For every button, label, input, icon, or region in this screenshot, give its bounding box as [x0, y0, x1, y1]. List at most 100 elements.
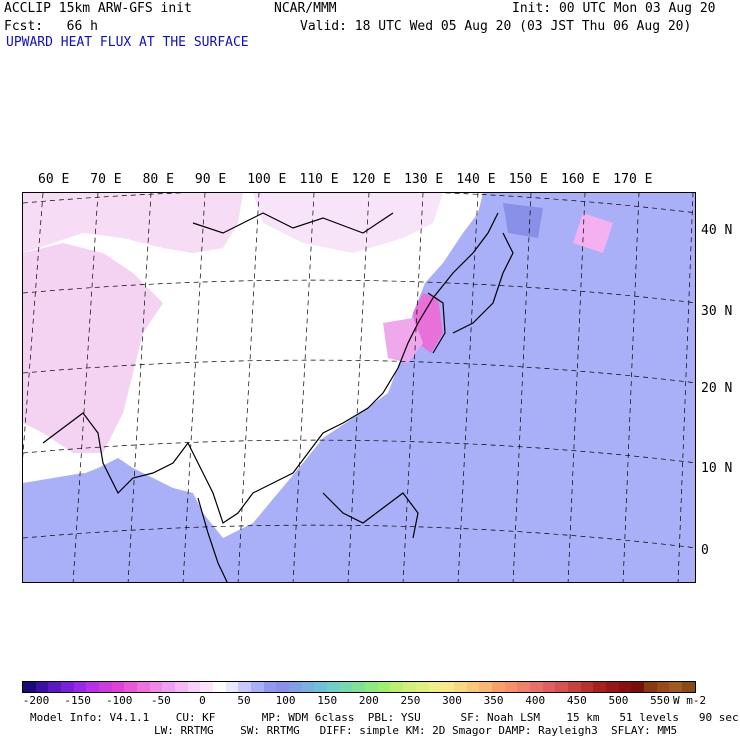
- longitude-label: 150 E: [508, 172, 548, 187]
- okhotsk-patch: [503, 203, 543, 238]
- colorbar-tick: 350: [483, 694, 504, 707]
- field-title: UPWARD HEAT FLUX AT THE SURFACE: [6, 35, 249, 50]
- colorbar-swatch: [162, 682, 176, 692]
- longitude-label: 140 E: [456, 172, 496, 187]
- colorbar-swatch: [327, 682, 340, 692]
- colorbar-tick: 250: [400, 694, 421, 707]
- colorbar-tick: 150: [317, 694, 338, 707]
- longitude-label: 120 E: [351, 172, 391, 187]
- center-name: NCAR/MMM: [274, 1, 337, 16]
- colorbar-swatch: [187, 682, 201, 692]
- bay-of-bengal: [23, 473, 143, 582]
- colorbar-swatch: [314, 682, 328, 692]
- colorbar-swatch: [542, 682, 556, 692]
- colorbar-swatch: [441, 682, 454, 692]
- colorbar-swatch: [631, 682, 644, 692]
- longitude-label: 100 E: [247, 172, 287, 187]
- valid-time: Valid: 18 UTC Wed 05 Aug 20 (03 JST Thu …: [300, 19, 692, 34]
- colorbar-swatch: [48, 682, 62, 692]
- model-info-line2: LW: RRTMG SW: RRTMG DIFF: simple KM: 2D …: [154, 724, 678, 737]
- colorbar-swatch: [213, 682, 226, 692]
- colorbar-swatch: [618, 682, 632, 692]
- model-info-line1: Model Info: V4.1.1 CU: KF MP: WDM 6class…: [30, 711, 739, 724]
- colorbar-swatch: [61, 682, 74, 692]
- latitude-label: 30 N: [701, 304, 733, 319]
- colorbar-swatch: [99, 682, 112, 692]
- longitude-label: 90 E: [194, 172, 227, 187]
- colorbar-swatch: [225, 682, 239, 692]
- colorbar-swatch: [681, 682, 695, 692]
- colorbar-tick: 50: [237, 694, 251, 707]
- colorbar-swatch: [137, 682, 150, 692]
- heat-flux-map: [23, 193, 695, 582]
- colorbar-swatch: [35, 682, 49, 692]
- model-title: ACCLIP 15km ARW-GFS init: [4, 1, 192, 16]
- colorbar: [22, 681, 696, 693]
- colorbar-swatch: [276, 682, 290, 692]
- colorbar-swatch: [517, 682, 530, 692]
- colorbar-swatch: [86, 682, 100, 692]
- longitude-label: 70 E: [90, 172, 122, 187]
- latitude-label: 40 N: [701, 223, 733, 238]
- colorbar-swatch: [555, 682, 568, 692]
- colorbar-swatch: [669, 682, 682, 692]
- colorbar-swatch: [529, 682, 543, 692]
- colorbar-swatch: [605, 682, 619, 692]
- colorbar-tick: -50: [150, 694, 171, 707]
- colorbar-tick: 300: [442, 694, 462, 707]
- colorbar-swatch: [289, 682, 302, 692]
- colorbar-tick: -200: [22, 694, 50, 707]
- latitude-label: 0: [701, 543, 709, 558]
- colorbar-tick: 100: [275, 694, 296, 707]
- latitude-label: 10 N: [701, 461, 733, 476]
- colorbar-tick: 500: [608, 694, 629, 707]
- colorbar-swatch: [339, 682, 353, 692]
- yellow-sea-hotspot: [383, 318, 423, 363]
- colorbar-swatch: [403, 682, 416, 692]
- longitude-label: 160 E: [561, 172, 601, 187]
- longitude-label: 170 E: [613, 172, 653, 187]
- colorbar-swatch: [643, 682, 657, 692]
- longitude-label: 80 E: [142, 172, 174, 187]
- coastlines: [42, 212, 514, 582]
- init-time: Init: 00 UTC Mon 03 Aug 20: [512, 1, 716, 16]
- colorbar-swatch: [415, 682, 429, 692]
- colorbar-swatch: [466, 682, 480, 692]
- colorbar-swatch: [200, 682, 214, 692]
- colorbar-swatch: [656, 682, 670, 692]
- colorbar-swatch: [491, 682, 505, 692]
- colorbar-swatch: [175, 682, 188, 692]
- colorbar-swatch: [149, 682, 163, 692]
- colorbar-swatch: [377, 682, 391, 692]
- colorbar-tick: 550: [650, 694, 670, 707]
- colorbar-swatch: [567, 682, 581, 692]
- north-pacific-hotspot: [573, 213, 613, 253]
- colorbar-swatch: [111, 682, 125, 692]
- colorbar-swatch: [238, 682, 252, 692]
- colorbar-tick: 400: [525, 694, 546, 707]
- latitude-label: 20 N: [701, 381, 733, 396]
- colorbar-swatch: [479, 682, 492, 692]
- colorbar-swatch: [263, 682, 277, 692]
- colorbar-swatch: [504, 682, 518, 692]
- land-pink-north: [23, 193, 243, 253]
- colorbar-tick: 200: [358, 694, 379, 707]
- colorbar-swatch: [23, 682, 36, 692]
- land-pink-india: [23, 243, 163, 453]
- colorbar-swatch: [390, 682, 404, 692]
- colorbar-tick: -100: [105, 694, 133, 707]
- colorbar-swatch: [251, 682, 264, 692]
- longitude-label: 130 E: [404, 172, 444, 187]
- colorbar-swatch: [365, 682, 378, 692]
- longitude-label: 110 E: [299, 172, 339, 187]
- colorbar-swatch: [352, 682, 366, 692]
- colorbar-tick: 0: [199, 694, 206, 707]
- land-pink-mongolia: [253, 193, 443, 253]
- longitude-label: 60 E: [38, 172, 70, 187]
- colorbar-units: W m-2: [673, 694, 707, 707]
- graticule: [23, 193, 695, 582]
- colorbar-tick: 450: [566, 694, 587, 707]
- colorbar-swatch: [593, 682, 606, 692]
- colorbar-swatch: [301, 682, 315, 692]
- colorbar-swatch: [73, 682, 87, 692]
